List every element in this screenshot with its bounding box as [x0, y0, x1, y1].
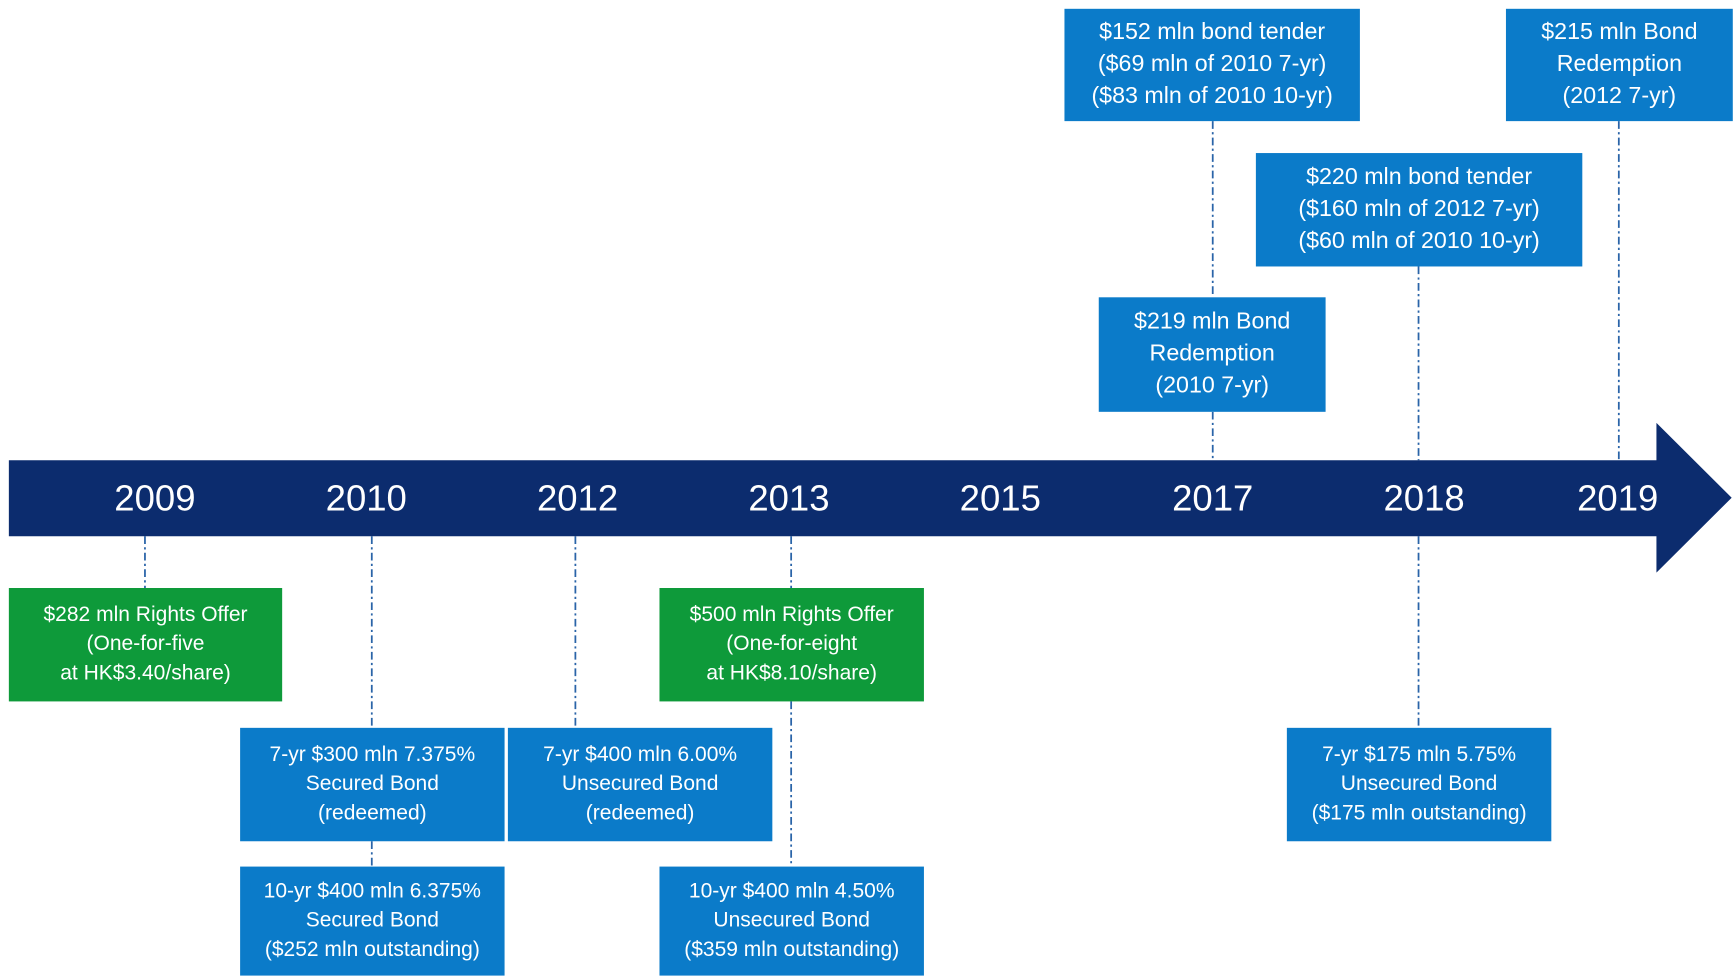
event-box — [507, 727, 773, 842]
event-text: at HK$8.10/share) — [706, 661, 877, 684]
event-text: 10-yr $400 mln 4.50% — [689, 879, 895, 902]
event-text: $220 mln bond tender — [1306, 163, 1532, 189]
event-text: (One-for-five — [87, 632, 205, 655]
event-text: ($69 mln of 2010 7-yr) — [1098, 50, 1327, 76]
event-box — [1098, 297, 1326, 412]
years: 2009 2010 2012 2013 2015 2017 2018 2019 — [114, 478, 1658, 519]
event-text: Unsecured Bond — [713, 909, 870, 932]
year-label: 2018 — [1383, 478, 1464, 519]
event-text: $282 mln Rights Offer — [43, 603, 247, 626]
event-text: ($359 mln outstanding) — [684, 938, 899, 961]
event-text: ($175 mln outstanding) — [1312, 801, 1527, 824]
event-text: ($83 mln of 2010 10-yr) — [1091, 82, 1332, 108]
year-label: 2015 — [960, 478, 1041, 519]
event-text: (One-for-eight — [726, 632, 857, 655]
event-text: ($60 mln of 2010 10-yr) — [1298, 227, 1539, 253]
event-text: Redemption — [1557, 50, 1682, 76]
event-box — [1505, 8, 1733, 122]
event-text: Secured Bond — [306, 909, 439, 932]
event-box — [240, 727, 505, 842]
event-text: 10-yr $400 mln 6.375% — [264, 879, 481, 902]
event-text: ($252 mln outstanding) — [265, 938, 480, 961]
event-text: ($160 mln of 2012 7-yr) — [1298, 195, 1539, 221]
event-text: 7-yr $300 mln 7.375% — [270, 743, 476, 766]
year-label: 2010 — [326, 478, 407, 519]
event-box — [1286, 727, 1552, 842]
event-box — [8, 588, 283, 702]
event-box — [659, 866, 924, 976]
event-text: $219 mln Bond — [1134, 308, 1290, 334]
event-text: (2010 7-yr) — [1155, 372, 1269, 398]
event-box — [1064, 8, 1360, 122]
event-text: Unsecured Bond — [1341, 772, 1498, 795]
year-label: 2009 — [114, 478, 195, 519]
event-box — [1255, 153, 1583, 267]
event-text: Secured Bond — [306, 772, 439, 795]
year-label: 2017 — [1172, 478, 1253, 519]
year-label: 2019 — [1577, 478, 1658, 519]
connectors — [144, 121, 1620, 867]
event-text: at HK$3.40/share) — [60, 661, 231, 684]
event-text: Unsecured Bond — [562, 772, 719, 795]
timeline-arrow — [8, 422, 1732, 573]
event-box — [240, 866, 505, 976]
event-text: Redemption — [1150, 340, 1275, 366]
event-text: (redeemed) — [586, 801, 695, 824]
event-box — [659, 588, 924, 702]
year-label: 2012 — [537, 478, 618, 519]
event-text: $500 mln Rights Offer — [690, 603, 894, 626]
event-text: (redeemed) — [318, 801, 427, 824]
event-text: (2012 7-yr) — [1563, 82, 1677, 108]
event-text: $152 mln bond tender — [1099, 18, 1325, 44]
event-text: 7-yr $175 mln 5.75% — [1322, 743, 1516, 766]
event-boxes: $282 mln Rights Offer (One-for-five at HK$… — [8, 8, 1733, 976]
event-text: 7-yr $400 mln 6.00% — [543, 743, 737, 766]
year-label: 2013 — [748, 478, 829, 519]
event-text: $215 mln Bond — [1541, 18, 1697, 44]
